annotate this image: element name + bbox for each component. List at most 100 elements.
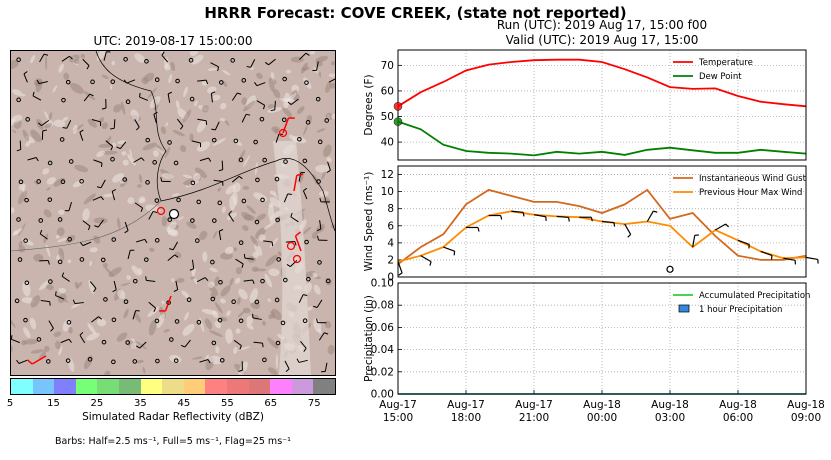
station-marker (262, 157, 267, 163)
red-station-marker (292, 254, 302, 264)
barbs-note: Barbs: Half=2.5 ms⁻¹, Full=5 ms⁻¹, Flag=… (55, 436, 291, 447)
legend-label: Previous Hour Max Wind (699, 188, 802, 198)
wind-barb (61, 55, 73, 62)
station-marker (315, 96, 321, 102)
station-marker (17, 257, 23, 262)
station-marker (144, 59, 149, 64)
wind-barb (328, 77, 335, 83)
wind-barb (40, 300, 51, 306)
radar-map (10, 50, 336, 376)
station-marker (66, 320, 72, 325)
station-marker (47, 160, 53, 166)
wind-barb (11, 335, 20, 344)
wind-barb (783, 257, 797, 265)
colorbar-swatch (291, 379, 314, 394)
station-marker (122, 177, 128, 182)
colorbar-tick-label: 55 (220, 398, 234, 409)
map-title: UTC: 2019-08-17 15:00:00 (93, 34, 253, 48)
main-title: HRRR Forecast: COVE CREEK, (state not re… (204, 4, 627, 22)
wind-barb (32, 91, 42, 101)
station-marker (302, 158, 308, 164)
wind-barb (290, 212, 299, 223)
wind-barb (136, 238, 148, 244)
wind-barb (160, 177, 171, 183)
wind-barb (270, 100, 276, 112)
wind-barb (238, 361, 243, 372)
wind-barb (210, 91, 216, 103)
station-marker (283, 159, 288, 164)
wind-barb (287, 98, 299, 105)
station-marker (23, 238, 28, 243)
station-marker (231, 299, 236, 305)
wind-barb (176, 118, 184, 130)
station-marker (132, 278, 138, 284)
chart-panel-2: 0 2 4 6 8 10 12 Wind Speed (ms⁻¹) Instantaneous … (363, 165, 807, 284)
station-marker (306, 276, 311, 282)
red-wind-barb (159, 295, 172, 312)
state-border (95, 51, 335, 232)
wind-barb (39, 229, 48, 240)
station-marker (24, 280, 30, 286)
wind-barb (646, 210, 658, 222)
wind-barb (199, 359, 211, 364)
y-axis-label: Wind Speed (ms⁻¹) (363, 172, 375, 272)
wind-barb (127, 249, 135, 260)
wind-barb (319, 197, 330, 203)
station-marker (123, 299, 129, 304)
station-marker (253, 139, 258, 145)
station-marker (304, 80, 309, 85)
station-marker (100, 257, 106, 263)
y-tick-label: 6 (387, 220, 394, 232)
wind-barb (39, 260, 50, 265)
county-border (11, 200, 162, 252)
station-marker (60, 179, 66, 185)
station-marker (324, 118, 330, 123)
station-marker (188, 57, 194, 63)
wind-barb (420, 255, 432, 266)
wind-barb (153, 111, 158, 124)
red-wind-barb (282, 117, 295, 134)
wind-barb (302, 187, 308, 200)
wind-barb (94, 219, 104, 228)
wind-barb (60, 338, 72, 344)
wind-barb (254, 82, 266, 87)
y-tick-label: 40 (381, 137, 394, 149)
wind-barb (299, 52, 310, 60)
wind-barb (805, 256, 819, 264)
station-marker (260, 278, 265, 284)
chart-panel-3: 0.00 0.02 0.04 0.06 0.08 0.10 Precipitation (i… (363, 278, 810, 401)
wind-barb (167, 254, 179, 262)
station-marker (167, 140, 172, 145)
station-marker (302, 318, 308, 324)
station-marker (125, 99, 131, 104)
station-marker (211, 137, 217, 143)
calm-marker (666, 265, 674, 273)
x-tick-label-date: Aug-18 (651, 399, 689, 411)
station-marker (189, 96, 195, 102)
wind-barb (313, 299, 323, 308)
station-grid (11, 51, 335, 373)
wind-barb (180, 339, 191, 348)
wind-barb (284, 360, 290, 372)
colorbar-swatch (118, 379, 141, 394)
station-marker (210, 259, 215, 265)
station-marker (190, 218, 195, 223)
wind-barb (41, 129, 47, 140)
wind-barb (148, 301, 157, 312)
wind-barb (397, 261, 403, 276)
station-marker (276, 257, 281, 262)
wind-barb (285, 241, 297, 246)
wind-barb (92, 196, 104, 201)
wind-barb (91, 316, 103, 323)
station-marker (87, 356, 93, 362)
wind-barb (89, 281, 97, 293)
x-tick-label-date: Aug-18 (583, 399, 621, 411)
colorbar-swatch (54, 379, 76, 394)
colorbar-tick-label: 35 (134, 398, 147, 409)
station-marker (254, 219, 260, 225)
station-marker (305, 120, 311, 125)
wind-barb (210, 62, 220, 71)
station-marker (46, 359, 51, 364)
station-marker (297, 136, 302, 142)
